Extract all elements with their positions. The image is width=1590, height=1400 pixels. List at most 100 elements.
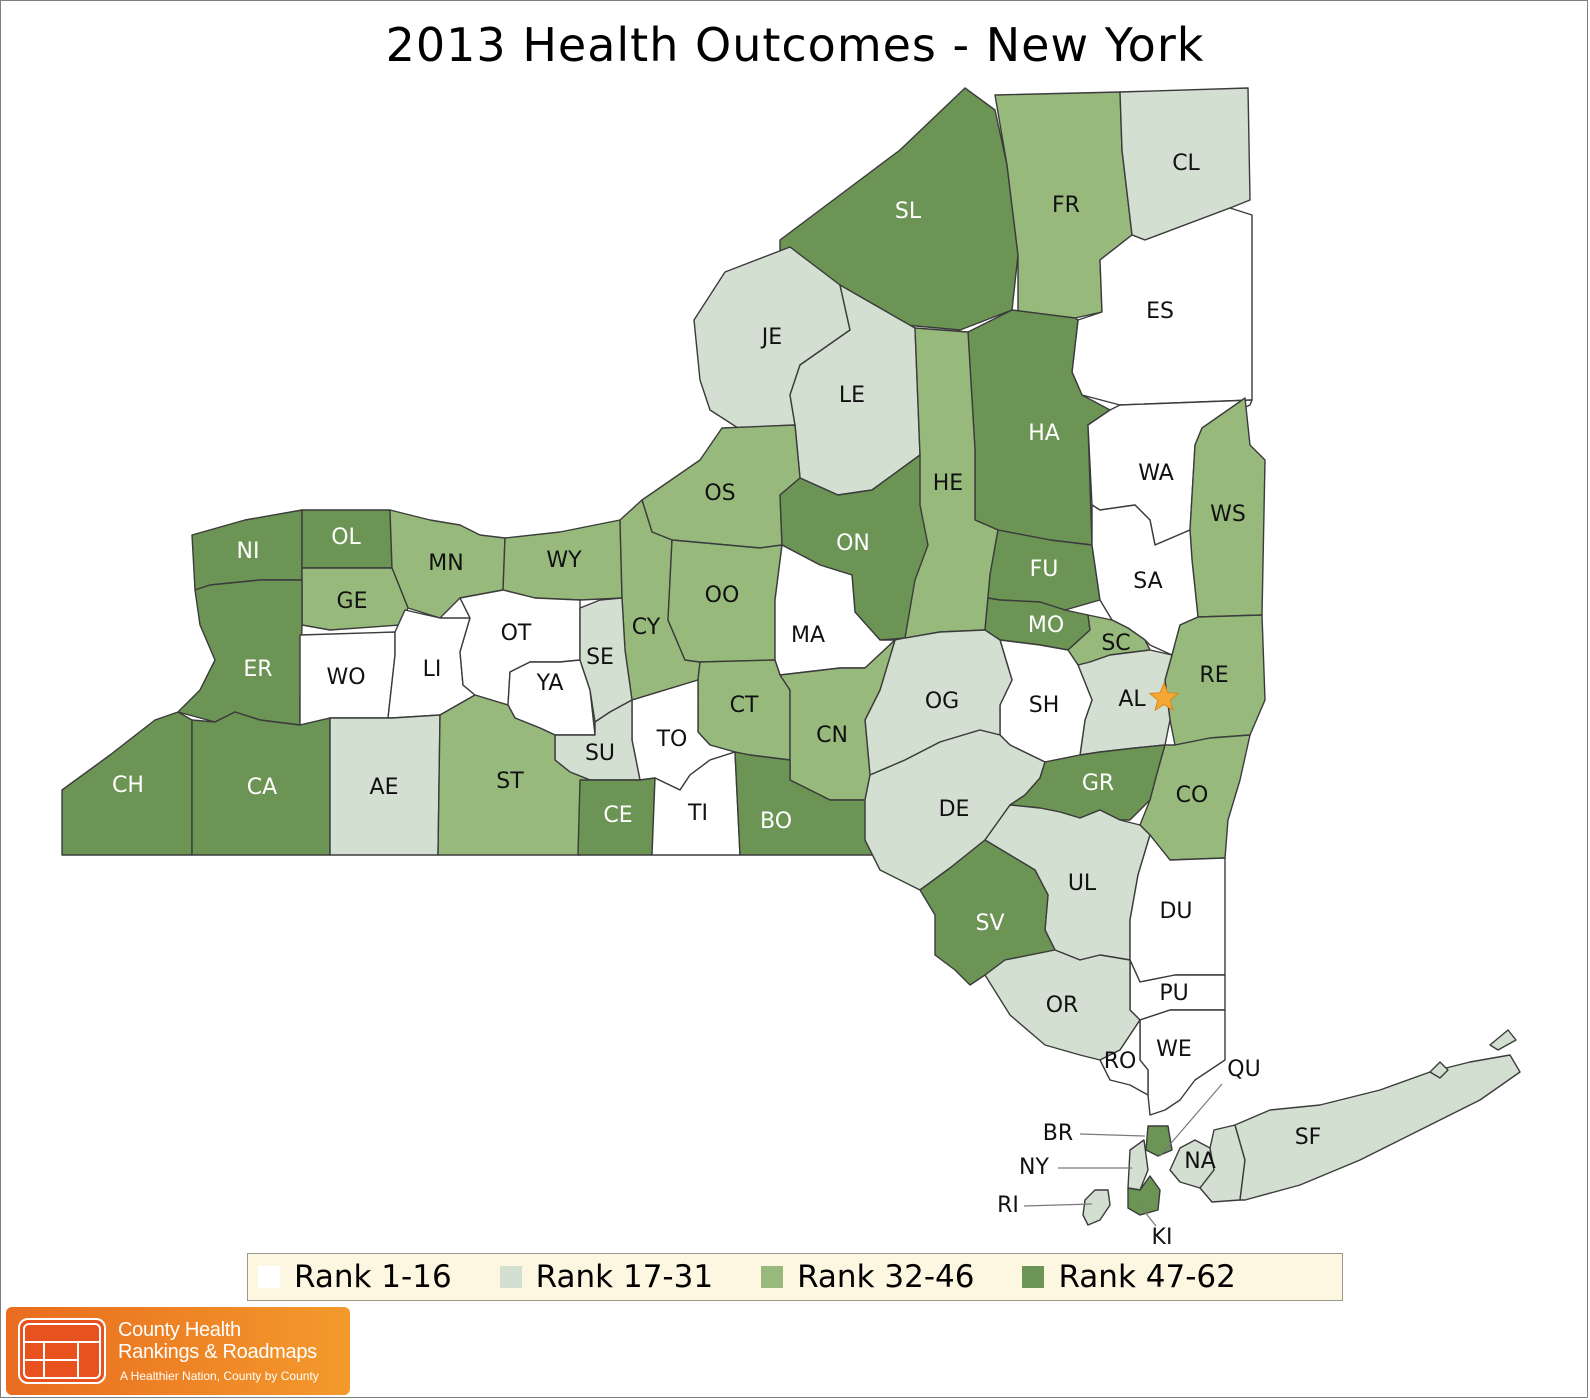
county-label-ce: CE: [603, 803, 632, 828]
county-label-ri: RI: [997, 1193, 1019, 1218]
county-ri[interactable]: [1082, 1189, 1111, 1226]
legend: Rank 1-16 Rank 17-31 Rank 32-46 Rank 47-…: [247, 1253, 1343, 1301]
county-label-sf: SF: [1295, 1125, 1322, 1150]
county-label-ti: TI: [687, 801, 708, 826]
county-label-gr: GR: [1082, 771, 1114, 796]
county-label-ny: NY: [1019, 1155, 1049, 1180]
leader-line-ki: [1139, 1205, 1157, 1227]
county-br[interactable]: [1145, 1125, 1173, 1157]
county-label-og: OG: [925, 689, 959, 714]
county-label-wa: WA: [1138, 461, 1174, 486]
county-label-oo: OO: [705, 583, 740, 608]
brand-name-line2: Rankings & Roadmaps: [118, 1341, 317, 1363]
county-label-co: CO: [1176, 783, 1209, 808]
county-label-ol: OL: [331, 525, 361, 550]
legend-swatch: [1022, 1266, 1045, 1288]
county-label-na: NA: [1184, 1149, 1216, 1174]
county-label-to: TO: [656, 727, 688, 752]
legend-label: Rank 32-46: [797, 1259, 975, 1295]
county-label-fu: FU: [1030, 557, 1059, 582]
county-label-cn: CN: [816, 723, 848, 748]
county-ch[interactable]: [61, 711, 193, 856]
map-title: 2013 Health Outcomes - New York: [385, 18, 1205, 72]
county-label-pu: PU: [1159, 981, 1188, 1006]
county-ny[interactable]: [1127, 1139, 1149, 1191]
leader-line-qu: [1159, 1083, 1223, 1157]
county-label-re: RE: [1199, 663, 1228, 688]
county-label-mo: MO: [1028, 613, 1064, 638]
county-label-ca: CA: [247, 775, 277, 800]
island-shape: [1489, 1029, 1517, 1051]
county-label-sl: SL: [895, 199, 922, 224]
county-label-cy: CY: [632, 615, 661, 640]
county-label-ma: MA: [791, 623, 825, 648]
county-we[interactable]: [1139, 1009, 1226, 1116]
island-shape: [1429, 1061, 1449, 1079]
county-bo[interactable]: [734, 751, 881, 856]
county-label-ha: HA: [1028, 421, 1060, 446]
county-label-ae: AE: [370, 775, 399, 800]
county-label-ul: UL: [1068, 871, 1097, 896]
county-label-er: ER: [243, 657, 272, 682]
county-ro[interactable]: [1099, 1019, 1149, 1096]
legend-label: Rank 1-16: [294, 1259, 452, 1295]
county-label-sa: SA: [1133, 569, 1162, 594]
legend-label: Rank 47-62: [1058, 1259, 1236, 1295]
county-sf[interactable]: [1234, 1054, 1521, 1201]
county-label-os: OS: [704, 481, 735, 506]
county-label-es: ES: [1146, 299, 1174, 324]
county-label-ya: YA: [536, 671, 564, 696]
county-label-ct: CT: [730, 693, 759, 718]
county-label-se: SE: [586, 645, 614, 670]
county-label-sc: SC: [1101, 631, 1130, 656]
county-ca[interactable]: [191, 711, 331, 856]
county-label-le: LE: [839, 383, 865, 408]
county-label-sh: SH: [1029, 693, 1060, 718]
brand-name-line1: County Health: [118, 1319, 241, 1341]
county-label-st: ST: [496, 769, 524, 794]
county-label-cl: CL: [1172, 151, 1200, 176]
county-label-qu: QU: [1227, 1057, 1260, 1082]
county-ki[interactable]: [1127, 1175, 1161, 1216]
roadmap-logo-icon: [18, 1318, 106, 1384]
county-label-we: WE: [1156, 1037, 1192, 1062]
county-label-br: BR: [1043, 1121, 1073, 1146]
legend-item-rank-1-16: Rank 1-16: [258, 1259, 452, 1295]
county-st[interactable]: [437, 694, 591, 856]
legend-item-rank-17-31: Rank 17-31: [499, 1259, 714, 1295]
county-label-li: LI: [423, 657, 442, 682]
legend-label: Rank 17-31: [535, 1259, 714, 1295]
brand-badge: County Health Rankings & Roadmaps A Heal…: [6, 1307, 350, 1395]
county-label-on: ON: [836, 531, 870, 556]
county-label-mn: MN: [428, 551, 463, 576]
legend-item-rank-32-46: Rank 32-46: [761, 1259, 974, 1295]
county-label-ki: KI: [1152, 1225, 1173, 1250]
legend-item-rank-47-62: Rank 47-62: [1022, 1259, 1236, 1295]
county-label-sv: SV: [975, 911, 1004, 936]
legend-swatch: [499, 1266, 522, 1288]
county-label-du: DU: [1159, 899, 1192, 924]
state-capital-star-icon: [1148, 681, 1180, 712]
county-label-bo: BO: [760, 809, 792, 834]
county-label-ws: WS: [1210, 502, 1246, 527]
county-label-fr: FR: [1052, 193, 1080, 218]
county-label-wo: WO: [326, 665, 365, 690]
county-er[interactable]: [177, 579, 303, 726]
county-ti[interactable]: [651, 751, 741, 856]
county-label-wy: WY: [546, 548, 582, 573]
county-label-ge: GE: [337, 589, 368, 614]
county-label-or: OR: [1046, 993, 1079, 1018]
county-label-ch: CH: [112, 773, 144, 798]
county-label-he: HE: [933, 471, 963, 496]
county-label-ot: OT: [501, 621, 532, 646]
county-label-je: JE: [760, 325, 782, 350]
brand-tagline: A Healthier Nation, County by County: [120, 1369, 319, 1383]
county-label-al: AL: [1118, 687, 1146, 712]
county-label-de: DE: [939, 797, 970, 822]
legend-swatch: [258, 1266, 280, 1288]
leader-line-ri: [1023, 1203, 1093, 1207]
county-or[interactable]: [984, 949, 1141, 1061]
county-label-su: SU: [585, 741, 615, 766]
leader-line-br: [1079, 1133, 1146, 1137]
